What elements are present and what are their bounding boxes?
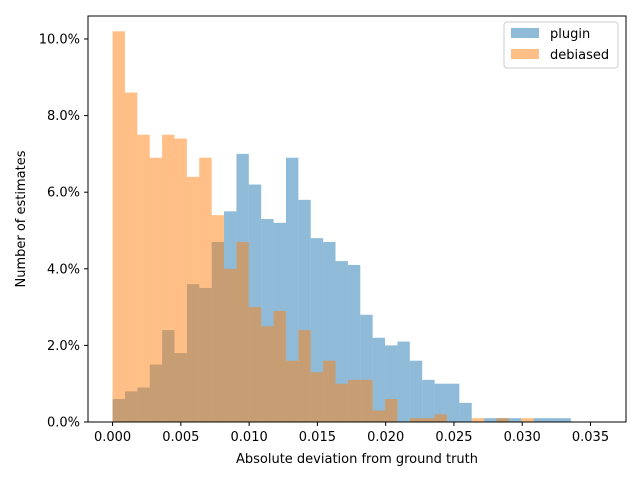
x-tick-label: 0.010 <box>231 430 268 445</box>
legend-swatch-debiased <box>511 49 539 59</box>
bar-debiased-20 <box>360 379 373 422</box>
x-tick-label: 0.000 <box>94 430 131 445</box>
bar-debiased-8 <box>211 215 225 422</box>
axes-frame <box>87 15 627 423</box>
bar-plugin-36 <box>558 418 571 422</box>
bar-debiased-14 <box>285 360 299 422</box>
bar-plugin-25 <box>422 379 435 422</box>
y-tick-label: 0.0% <box>47 416 80 431</box>
legend-label-debiased: debiased <box>550 48 609 63</box>
bar-debiased-19 <box>347 379 361 422</box>
bar-debiased-17 <box>323 360 336 422</box>
x-axis-ticks: 0.000 0.005 0.010 0.015 0.020 0.025 0.030 0.035 <box>94 422 609 445</box>
bar-debiased-33 <box>521 418 534 422</box>
bar-debiased-13 <box>273 310 286 422</box>
bar-debiased-29 <box>471 418 485 422</box>
y-tick-label: 8.0% <box>47 109 80 124</box>
bar-plugin-35 <box>546 418 559 422</box>
bar-plugin-21 <box>372 337 386 422</box>
bar-debiased-10 <box>236 241 249 422</box>
bar-plugin-34 <box>533 418 547 422</box>
bar-debiased-21 <box>372 410 386 422</box>
bar-debiased-11 <box>248 307 262 422</box>
x-tick-label: 0.035 <box>572 430 609 445</box>
legend-swatch-plugin <box>511 28 539 38</box>
bar-plugin-32 <box>508 418 522 422</box>
bar-debiased-0 <box>112 31 125 422</box>
bar-debiased-16 <box>310 372 324 422</box>
bar-plugin-23 <box>397 341 410 422</box>
bar-debiased-26 <box>434 414 447 422</box>
bar-debiased-22 <box>385 399 398 422</box>
legend: plugin debiased <box>503 21 619 69</box>
y-tick-label: 4.0% <box>47 262 80 277</box>
x-tick-label: 0.005 <box>162 430 199 445</box>
bar-plugin-24 <box>409 360 423 422</box>
y-tick-label: 10.0% <box>39 32 80 47</box>
legend-label-plugin: plugin <box>550 27 590 42</box>
bar-plugin-27 <box>446 383 460 422</box>
bar-plugin-18 <box>335 261 348 422</box>
bar-debiased-2 <box>137 134 150 423</box>
x-tick-label: 0.015 <box>299 430 336 445</box>
bar-plugin-30 <box>484 418 497 422</box>
bar-debiased-12 <box>261 326 274 422</box>
bar-plugin-28 <box>459 402 472 422</box>
bar-debiased-31 <box>496 418 509 422</box>
bar-debiased-24 <box>409 418 423 422</box>
bar-debiased-9 <box>224 268 237 422</box>
bar-plugin-26 <box>434 383 447 422</box>
y-axis-label: Number of estimates <box>14 150 29 287</box>
bar-debiased-1 <box>124 92 138 422</box>
bar-debiased-18 <box>335 383 348 422</box>
bar-debiased-6 <box>186 176 200 422</box>
y-tick-label: 2.0% <box>47 339 80 354</box>
bar-debiased-3 <box>149 157 163 422</box>
y-tick-label: 6.0% <box>47 186 80 201</box>
histogram-bars <box>112 31 571 423</box>
x-tick-label: 0.025 <box>435 430 472 445</box>
bar-debiased-25 <box>422 418 435 422</box>
bar-debiased-7 <box>199 157 212 422</box>
bar-plugin-14 <box>285 157 299 422</box>
x-tick-label: 0.030 <box>504 430 541 445</box>
x-tick-label: 0.020 <box>367 430 404 445</box>
x-axis-label: Absolute deviation from ground truth <box>236 452 478 467</box>
bar-debiased-15 <box>298 330 311 422</box>
bar-debiased-4 <box>162 134 175 423</box>
bar-debiased-5 <box>174 138 187 422</box>
y-axis-ticks: 0.0% 2.0% 4.0% 6.0% 8.0% 10.0% <box>39 32 88 431</box>
